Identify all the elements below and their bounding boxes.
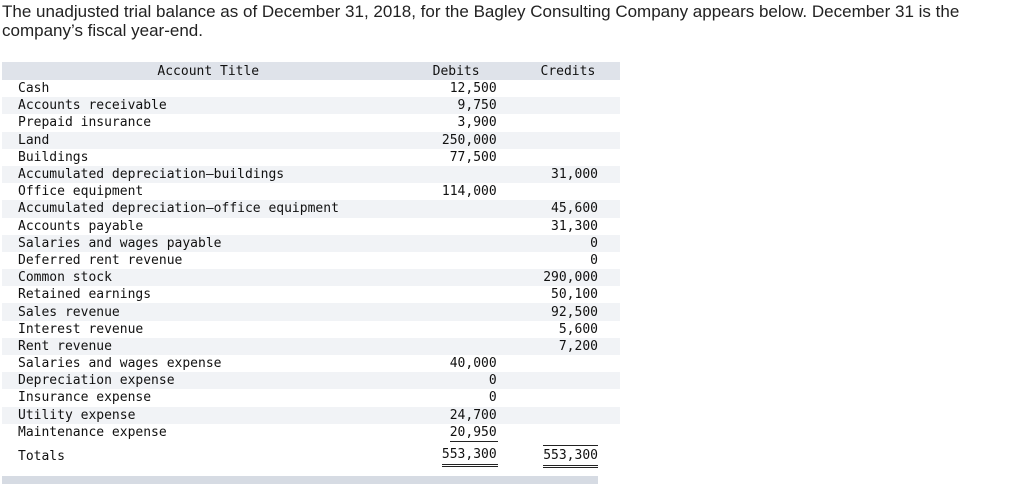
account-title-cell: Interest revenue	[2, 320, 415, 338]
credit-cell	[515, 183, 620, 201]
credit-cell	[515, 131, 620, 149]
debit-cell	[414, 165, 498, 184]
account-title-cell: Salaries and wages expense	[2, 355, 415, 373]
debit-cell: 250,000	[414, 131, 498, 149]
account-title-cell: Depreciation expense	[2, 372, 415, 390]
debit-cell: 9,750	[414, 97, 498, 115]
header-debits: Debits	[414, 62, 498, 80]
account-title-cell: Prepaid insurance	[2, 114, 415, 132]
debit-cell	[414, 286, 498, 304]
header-account-title: Account Title	[2, 62, 415, 80]
table-row: Prepaid insurance 3,900	[2, 114, 620, 132]
table-row: Retained earnings 50,100	[2, 286, 620, 304]
table-row: Office equipment 114,000	[2, 183, 620, 201]
account-title-cell: Accumulated depreciation–buildings	[2, 165, 415, 184]
table-row: Cash 12,500	[2, 80, 620, 98]
account-title-cell: Land	[2, 131, 415, 149]
credit-cell	[515, 114, 620, 132]
debit-cell	[414, 269, 498, 287]
debit-cell: 77,500	[414, 148, 498, 166]
totals-debit-cell: 553,300	[414, 441, 498, 472]
totals-row: Totals 553,300 553,300	[2, 441, 620, 472]
table-row: Accumulated depreciation–buildings 31,000	[2, 165, 620, 184]
table-row: Maintenance expense 20,950	[2, 423, 620, 442]
debit-cell	[414, 303, 498, 321]
credit-cell: 7,200	[515, 337, 620, 355]
account-title-cell: Office equipment	[2, 183, 415, 201]
credit-cell: 290,000	[515, 269, 620, 287]
header-credits: Credits	[515, 62, 620, 80]
debit-cell: 114,000	[414, 183, 498, 201]
totals-credit-cell: 553,300	[515, 441, 620, 472]
debit-cell: 0	[414, 389, 498, 407]
credit-cell: 45,600	[515, 200, 620, 218]
trial-balance-table: Account Title Debits Credits Cash 12,500 A…	[2, 62, 620, 472]
table-row: Accounts payable 31,300	[2, 217, 620, 235]
table-row: Accounts receivable 9,750	[2, 97, 620, 115]
totals-credit: 553,300	[543, 445, 598, 469]
account-title-cell: Retained earnings	[2, 286, 415, 304]
debit-cell: 3,900	[414, 114, 498, 132]
debit-cell	[414, 234, 498, 252]
account-title-cell: Salaries and wages payable	[2, 234, 415, 252]
table-row: Salaries and wages payable 0	[2, 234, 620, 252]
credit-cell: 92,500	[515, 303, 620, 321]
account-title-cell: Cash	[2, 80, 415, 98]
table-row: Utility expense 24,700	[2, 406, 620, 424]
credit-cell	[515, 389, 620, 407]
problem-statement: The unadjusted trial balance as of Decem…	[2, 2, 960, 40]
credit-cell	[515, 97, 620, 115]
table-body: Cash 12,500 Accounts receivable 9,750 Prepai…	[2, 80, 620, 472]
account-title-cell: Utility expense	[2, 406, 415, 424]
table-row: Deferred rent revenue 0	[2, 251, 620, 270]
credit-cell: 5,600	[515, 320, 620, 338]
account-title-cell: Deferred rent revenue	[2, 251, 415, 270]
table-row: Depreciation expense 0	[2, 372, 620, 390]
table-row: Accumulated depreciation–office equipmen…	[2, 200, 620, 218]
totals-debit: 553,300	[441, 446, 498, 468]
credit-cell	[515, 423, 620, 442]
account-title-cell: Rent revenue	[2, 337, 415, 355]
credit-cell: 31,000	[515, 165, 620, 184]
account-title-cell: Sales revenue	[2, 303, 415, 321]
table-row: Sales revenue 92,500	[2, 303, 620, 321]
debit-cell: 24,700	[414, 406, 498, 424]
credit-cell	[515, 148, 620, 166]
debit-cell	[414, 337, 498, 355]
debit-cell: 20,950	[414, 423, 498, 442]
debit-cell	[414, 251, 498, 270]
debit-cell	[414, 320, 498, 338]
table-row: Insurance expense 0	[2, 389, 620, 407]
account-title-cell: Common stock	[2, 269, 415, 287]
totals-label: Totals	[2, 441, 415, 472]
table-row: Interest revenue 5,600	[2, 320, 620, 338]
account-title-cell: Maintenance expense	[2, 423, 415, 442]
credit-cell: 31,300	[515, 217, 620, 235]
account-title-cell: Accounts receivable	[2, 97, 415, 115]
table-row: Land 250,000	[2, 131, 620, 149]
table-row: Buildings 77,500	[2, 148, 620, 166]
credit-cell: 0	[515, 234, 620, 252]
account-title-cell: Insurance expense	[2, 389, 415, 407]
credit-cell	[515, 406, 620, 424]
debit-cell	[414, 200, 498, 218]
credit-cell	[515, 80, 620, 98]
table-header-row: Account Title Debits Credits	[2, 62, 620, 80]
account-title-cell: Accounts payable	[2, 217, 415, 235]
table-row: Common stock 290,000	[2, 269, 620, 287]
account-title-cell: Accumulated depreciation–office equipmen…	[2, 200, 415, 218]
debit-cell	[414, 217, 498, 235]
credit-cell	[515, 372, 620, 390]
credit-cell: 50,100	[515, 286, 620, 304]
debit-cell: 12,500	[414, 80, 498, 98]
debit-cell: 40,000	[414, 355, 498, 373]
scrollbar-track[interactable]	[2, 476, 598, 484]
table-row: Rent revenue 7,200	[2, 337, 620, 355]
credit-cell	[515, 355, 620, 373]
debit-cell: 0	[414, 372, 498, 390]
table-row: Salaries and wages expense 40,000	[2, 355, 620, 373]
credit-cell: 0	[515, 251, 620, 270]
account-title-cell: Buildings	[2, 148, 415, 166]
